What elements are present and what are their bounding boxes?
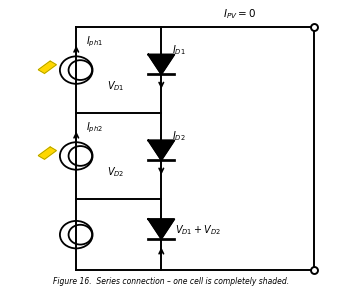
Text: Figure 16.  Series connection – one cell is completely shaded.: Figure 16. Series connection – one cell … <box>54 277 289 286</box>
Text: $V_{D2}$: $V_{D2}$ <box>107 165 124 179</box>
Text: $I_{D2}$: $I_{D2}$ <box>172 129 185 143</box>
Polygon shape <box>38 61 56 73</box>
Text: $I_{PV} = 0$: $I_{PV} = 0$ <box>223 7 256 21</box>
Text: $I_{D1}$: $I_{D1}$ <box>172 43 185 57</box>
Polygon shape <box>149 55 174 74</box>
Polygon shape <box>38 147 56 159</box>
Text: $V_{D1} + V_{D2}$: $V_{D1} + V_{D2}$ <box>175 223 221 237</box>
Polygon shape <box>149 219 174 239</box>
Polygon shape <box>149 140 174 160</box>
Text: $V_{D1}$: $V_{D1}$ <box>107 79 124 93</box>
Text: $I_{ph2}$: $I_{ph2}$ <box>86 120 104 134</box>
Text: $I_{ph1}$: $I_{ph1}$ <box>86 34 104 49</box>
